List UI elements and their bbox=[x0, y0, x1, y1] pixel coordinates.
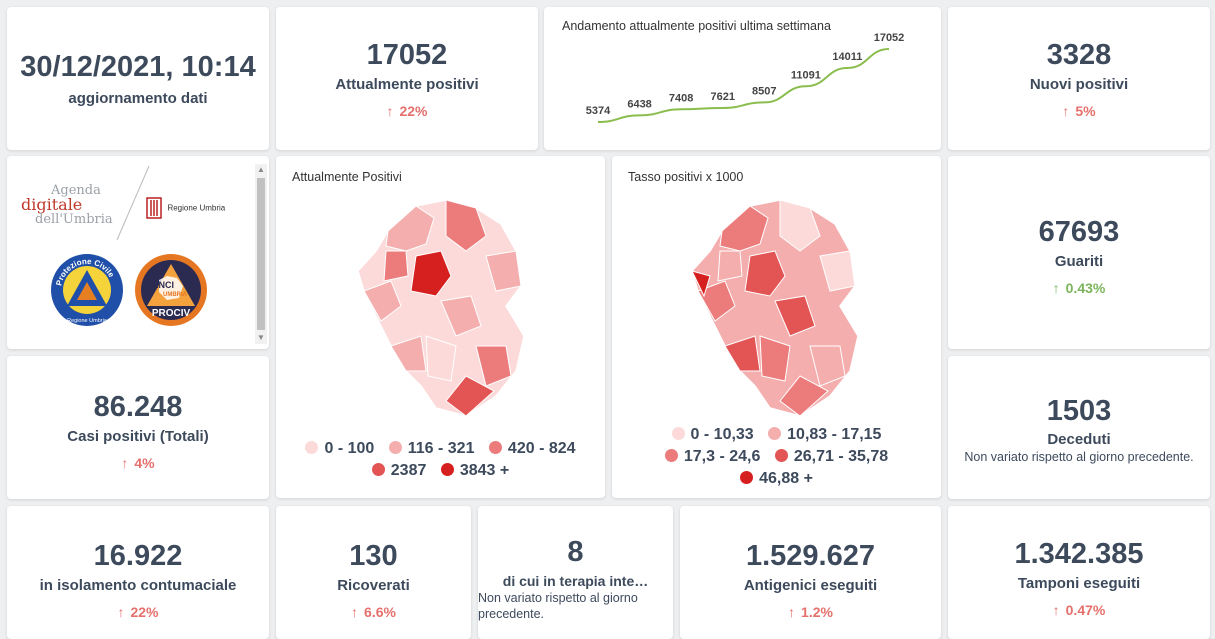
divider-line bbox=[116, 165, 150, 241]
legend-item: 46,88 + bbox=[740, 470, 813, 488]
map2-title: Tasso positivi x 1000 bbox=[628, 170, 744, 184]
arrow-up-icon: ↑ bbox=[1052, 602, 1060, 618]
ricoverati-trend: ↑ 6.6% bbox=[351, 604, 396, 620]
tamponi-label: Tamponi eseguiti bbox=[1017, 575, 1141, 592]
tamponi-value: 1.342.385 bbox=[1014, 538, 1144, 570]
ricoverati-value: 130 bbox=[349, 540, 398, 572]
guariti-card: 67693 Guariti ↑ 0.43% bbox=[948, 156, 1210, 349]
legend-item: 0 - 100 bbox=[305, 440, 374, 458]
isolamento-label: in isolamento contumaciale bbox=[39, 577, 237, 594]
terapia-card: 8 di cui in terapia inte… Non variato ri… bbox=[478, 506, 673, 639]
isolamento-value: 16.922 bbox=[93, 540, 183, 572]
tamponi-card: 1.342.385 Tamponi eseguiti ↑ 0.47% bbox=[948, 506, 1210, 639]
svg-text:ANCI: ANCI bbox=[152, 280, 174, 290]
casi-trend: ↑ 4% bbox=[121, 455, 155, 471]
scroll-down-icon[interactable]: ▼ bbox=[257, 333, 265, 342]
umbria-map-positivi[interactable] bbox=[346, 196, 546, 426]
data-label: 8507 bbox=[752, 85, 776, 97]
nuovi-card: 3328 Nuovi positivi ↑ 5% bbox=[948, 7, 1210, 150]
legend-item: 26,71 - 35,78 bbox=[774, 448, 888, 466]
regione-umbria-logo[interactable]: Regione Umbria bbox=[145, 196, 225, 220]
guariti-label: Guariti bbox=[1054, 253, 1104, 270]
map2-legend: 0 - 10,33 10,83 - 17,15 17,3 - 24,6 26,7… bbox=[612, 426, 941, 488]
series-line bbox=[597, 48, 890, 123]
antigenici-label: Antigenici eseguiti bbox=[743, 577, 878, 594]
legend-item: 2387 bbox=[371, 462, 426, 480]
legend-item: 420 - 824 bbox=[488, 440, 576, 458]
guariti-trend: ↑ 0.43% bbox=[1052, 280, 1106, 296]
trend-line-chart: 5374 6438 7408 7621 8507 11091 14011 17052 bbox=[586, 32, 905, 123]
arrow-up-icon: ↑ bbox=[121, 455, 129, 471]
deceduti-note: Non variato rispetto al giorno precedent… bbox=[964, 450, 1194, 464]
update-datetime: 30/12/2021, 10:14 bbox=[20, 51, 256, 83]
isolamento-trend: ↑ 22% bbox=[117, 604, 159, 620]
regione-umbria-emblem-icon bbox=[146, 197, 162, 219]
antigenici-trend: ↑ 1.2% bbox=[788, 604, 833, 620]
nuovi-label: Nuovi positivi bbox=[1029, 76, 1129, 93]
ricoverati-card: 130 Ricoverati ↑ 6.6% bbox=[276, 506, 471, 639]
positivi-trend: ↑ 22% bbox=[386, 103, 428, 119]
svg-text:Regione Umbria: Regione Umbria bbox=[67, 318, 108, 324]
antigenici-card: 1.529.627 Antigenici eseguiti ↑ 1.2% bbox=[680, 506, 941, 639]
isolamento-card: 16.922 in isolamento contumaciale ↑ 22% bbox=[7, 506, 269, 639]
arrow-up-icon: ↑ bbox=[1062, 103, 1070, 119]
arrow-up-icon: ↑ bbox=[117, 604, 125, 620]
svg-text:UMBRIA: UMBRIA bbox=[163, 292, 188, 298]
logos-card: Agenda digitale dell'Umbria Regione Umbr… bbox=[7, 156, 269, 349]
data-label: 11091 bbox=[791, 69, 821, 81]
data-label: 7621 bbox=[710, 91, 734, 103]
map1-title: Attualmente Positivi bbox=[292, 170, 402, 184]
anci-prociv-logo[interactable]: ANCI UMBRIA PROCIV bbox=[133, 252, 209, 328]
ricoverati-label: Ricoverati bbox=[337, 577, 410, 594]
casi-label: Casi positivi (Totali) bbox=[67, 428, 209, 445]
chart-title: Andamento attualmente positivi ultima se… bbox=[562, 19, 831, 33]
map1-legend: 0 - 100 116 - 321 420 - 824 2387 3843 + bbox=[276, 440, 605, 480]
scroll-up-icon[interactable]: ▲ bbox=[257, 165, 265, 174]
trend-chart-card: Andamento attualmente positivi ultima se… bbox=[544, 7, 941, 150]
legend-item: 116 - 321 bbox=[388, 440, 474, 458]
data-label: 5374 bbox=[586, 105, 611, 117]
nuovi-value: 3328 bbox=[1046, 39, 1112, 71]
agenda-digitale-logo[interactable]: Agenda digitale dell'Umbria bbox=[21, 183, 113, 227]
update-label: aggiornamento dati bbox=[68, 90, 208, 107]
antigenici-value: 1.529.627 bbox=[745, 540, 875, 572]
tamponi-trend: ↑ 0.47% bbox=[1052, 602, 1106, 618]
deceduti-card: 1503 Deceduti Non variato rispetto al gi… bbox=[948, 356, 1210, 499]
protezione-civile-logo[interactable]: Protezione Civile Regione Umbria bbox=[49, 252, 125, 328]
umbria-map-tasso[interactable] bbox=[680, 196, 880, 426]
data-label: 17052 bbox=[874, 32, 905, 44]
terapia-label: di cui in terapia inte… bbox=[502, 573, 649, 589]
legend-item: 0 - 10,33 bbox=[671, 426, 754, 444]
svg-text:PROCIV: PROCIV bbox=[152, 308, 191, 319]
nuovi-trend: ↑ 5% bbox=[1062, 103, 1096, 119]
legend-item: 3843 + bbox=[440, 462, 509, 480]
legend-item: 10,83 - 17,15 bbox=[768, 426, 881, 444]
logos-scrollbar[interactable]: ▲ ▼ bbox=[255, 164, 267, 344]
data-label: 7408 bbox=[669, 92, 693, 104]
legend-item: 17,3 - 24,6 bbox=[664, 448, 760, 466]
scroll-thumb[interactable] bbox=[257, 178, 265, 330]
casi-card: 86.248 Casi positivi (Totali) ↑ 4% bbox=[7, 356, 269, 499]
arrow-up-icon: ↑ bbox=[788, 604, 796, 620]
casi-value: 86.248 bbox=[93, 391, 183, 423]
deceduti-value: 1503 bbox=[1046, 395, 1112, 427]
arrow-up-icon: ↑ bbox=[351, 604, 359, 620]
positivi-value: 17052 bbox=[366, 39, 448, 71]
data-label: 6438 bbox=[627, 98, 651, 110]
map-attualmente-positivi-card: Attualmente Positivi 0 - 100 116 - 321 4… bbox=[276, 156, 605, 498]
deceduti-label: Deceduti bbox=[1047, 431, 1111, 448]
terapia-value: 8 bbox=[567, 536, 584, 568]
guariti-value: 67693 bbox=[1038, 216, 1120, 248]
positivi-card: 17052 Attualmente positivi ↑ 22% bbox=[276, 7, 538, 150]
positivi-label: Attualmente positivi bbox=[335, 76, 479, 93]
update-card: 30/12/2021, 10:14 aggiornamento dati bbox=[7, 7, 269, 150]
map-tasso-positivi-card: Tasso positivi x 1000 0 - 10,33 10,83 - … bbox=[612, 156, 941, 498]
data-label: 14011 bbox=[832, 51, 862, 63]
arrow-up-icon: ↑ bbox=[386, 103, 394, 119]
terapia-note: Non variato rispetto al giorno precedent… bbox=[478, 591, 638, 621]
arrow-up-icon: ↑ bbox=[1052, 280, 1060, 296]
